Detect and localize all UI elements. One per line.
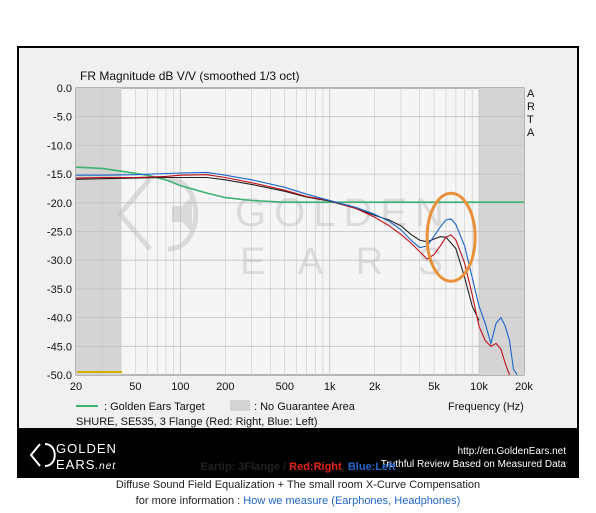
y-tick-label: -5.0 [53,112,72,124]
y-tick-label: 0.0 [57,83,72,95]
x-tick-label: 5k [428,381,440,393]
caption-red-right: Red:Right [289,461,342,473]
y-tick-labels: 0.0 -5.0 -10.0 -15.0 -20.0 -25.0 -30.0 -35.0 -40… [47,83,72,382]
y-tick-label: -35.0 [47,284,72,296]
watermark-line2: E A R S [240,241,455,283]
caption-sep: , [341,461,348,473]
x-tick-label: 20 [70,381,82,393]
arta-letter: R [527,101,535,113]
y-tick-label: -50.0 [47,370,72,382]
x-tick-labels: 20 50 100 200 500 1k 2k 5k 10k 20k [70,381,533,393]
footer-brand-suffix: .net [95,461,116,472]
arta-label: A R T A [527,88,535,139]
how-we-measure-link[interactable]: How we measure (Earphones, Headphones) [243,495,461,507]
caption-equalization: Diffuse Sound Field Equalization + The s… [115,479,481,491]
caption-eartip-prefix: Eartip: 3Flange / [200,461,290,473]
highlight-ellipse [425,191,477,283]
y-tick-label: -15.0 [47,169,72,181]
watermark-line1: GOLDEN [235,191,452,235]
x-axis-label: Frequency (Hz) [448,401,524,413]
y-tick-label: -30.0 [47,255,72,267]
x-tick-label: 2k [369,381,381,393]
watermark: GOLDEN E A R S [116,176,455,283]
caption-eartip: Eartip: 3Flange / Red:Right, Blue:Left [0,461,596,473]
x-tick-label: 200 [216,381,234,393]
legend-band-swatch [230,400,250,411]
arta-letter: A [527,88,535,100]
legend-band-label: : No Guarantee Area [254,401,356,413]
footer-logo [29,443,56,467]
footer-brand-word: EARS [56,457,95,472]
y-tick-label: -20.0 [47,198,72,210]
chart-title: FR Magnitude dB V/V (smoothed 1/3 oct) [80,69,299,83]
x-tick-label: 20k [515,381,533,393]
golden-ears-logo-icon [29,443,41,467]
x-tick-label: 100 [171,381,189,393]
footer-tagline: Truthful Review Based on Measured Data [381,459,567,470]
series-red-right [75,174,511,376]
footer-brand-top: GOLDEN [56,441,117,456]
caption-more-info-prefix: for more information : [135,495,244,507]
series-group [75,166,524,376]
caption-blue-left: Blue:Left [347,461,396,473]
x-tick-label: 50 [129,381,141,393]
caption-more-info: for more information : How we measure (E… [0,495,596,507]
y-tick-label: -45.0 [47,341,72,353]
legend-target-label: : Golden Ears Target [104,401,205,413]
y-tick-label: -25.0 [47,227,72,239]
annotations [425,191,477,283]
footer-url: http://en.GoldenEars.net [458,446,567,457]
y-tick-label: -10.0 [47,140,72,152]
y-tick-label: -40.0 [47,313,72,325]
series-golden-ears-target [75,166,524,203]
golden-ears-logo-icon [116,176,199,252]
x-tick-label: 10k [470,381,488,393]
x-tick-label: 500 [276,381,294,393]
device-label: SHURE, SE535, 3 Flange (Red: Right, Blue… [76,416,318,428]
grid [76,88,524,375]
x-tick-label: 1k [324,381,336,393]
series-blue-left [76,171,518,376]
arta-letter: T [527,114,534,126]
footer-brand-bottom: EARS.net [56,457,116,472]
arta-letter: A [527,127,535,139]
